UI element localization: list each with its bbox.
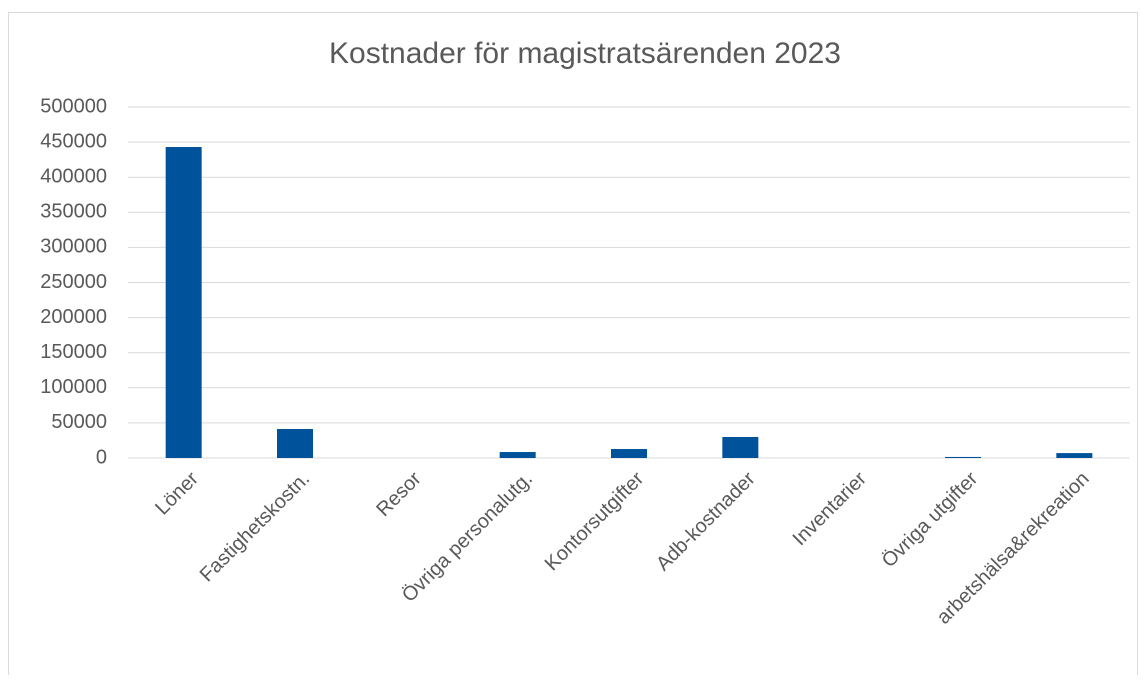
bar	[165, 147, 202, 458]
y-tick-label: 50000	[51, 411, 107, 433]
y-tick-label: 450000	[40, 130, 107, 152]
y-tick-label: 400000	[40, 165, 107, 187]
bar	[945, 456, 981, 458]
bar	[1056, 453, 1093, 458]
y-tick-label: 350000	[40, 201, 107, 223]
bar	[611, 449, 647, 458]
y-tick-label: 150000	[40, 341, 107, 363]
y-tick-label: 0	[96, 446, 107, 468]
chart-title: Kostnader för magistratsärenden 2023	[329, 37, 841, 70]
bar	[722, 437, 759, 458]
y-tick-label: 100000	[40, 376, 107, 398]
y-tick-label: 200000	[40, 306, 107, 328]
y-tick-label: 300000	[40, 236, 107, 258]
y-tick-label: 500000	[40, 95, 107, 117]
bar	[277, 429, 313, 458]
y-tick-label: 250000	[40, 271, 107, 293]
bar	[499, 452, 536, 458]
